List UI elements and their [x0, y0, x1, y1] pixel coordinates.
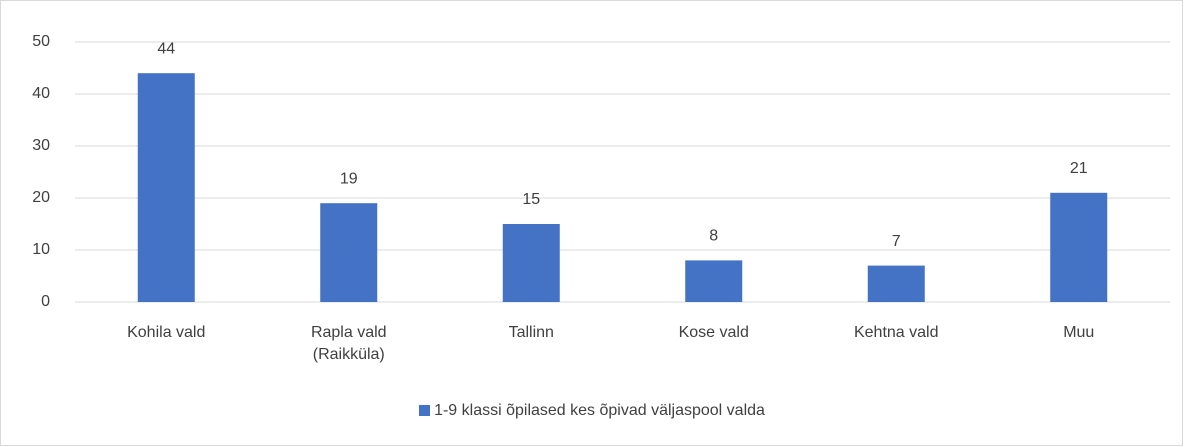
bar: [685, 260, 743, 302]
bar: [1050, 192, 1108, 302]
bar: [502, 224, 560, 302]
y-tick-label: 50: [32, 33, 50, 50]
data-label: 19: [340, 170, 358, 187]
bar: [320, 203, 378, 302]
x-tick-label: Kohila vald: [127, 324, 206, 341]
x-tick-label: Kose vald: [678, 324, 749, 341]
bar: [137, 73, 195, 302]
y-tick-label: 10: [32, 241, 50, 258]
data-label: 21: [1070, 160, 1088, 177]
x-tick-label: Tallinn: [508, 324, 554, 341]
x-tick-label: Kehtna vald: [853, 324, 939, 341]
x-tick-label: Rapla vald (Raikküla): [310, 324, 387, 363]
legend-swatch: [419, 405, 431, 416]
data-label: 8: [709, 228, 718, 245]
y-tick-label: 30: [32, 137, 50, 154]
data-label: 15: [522, 191, 540, 208]
data-label: 44: [157, 40, 175, 57]
bar: [867, 265, 925, 302]
legend: 1-9 klassi õpilased kes õpivad väljaspoo…: [0, 402, 1184, 420]
x-tick-label: Muu: [1063, 324, 1095, 341]
y-tick-label: 20: [32, 189, 50, 206]
legend-label: 1-9 klassi õpilased kes õpivad väljaspoo…: [434, 402, 765, 419]
y-tick-label: 40: [32, 85, 50, 102]
data-label: 7: [892, 233, 901, 250]
y-tick-label: 0: [41, 293, 50, 310]
